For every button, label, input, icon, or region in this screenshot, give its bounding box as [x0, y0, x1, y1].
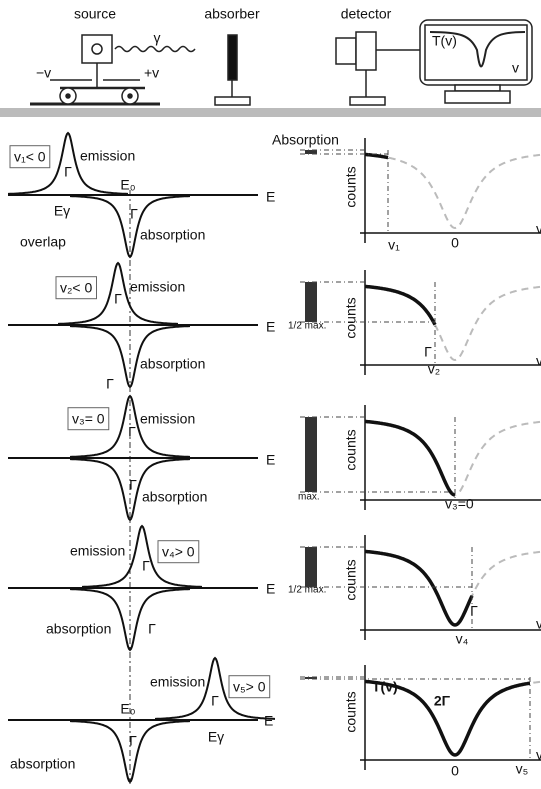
label: v — [536, 221, 541, 237]
transmission-measured — [365, 154, 388, 157]
label: emission — [130, 279, 185, 295]
label: γ — [154, 30, 161, 46]
axis-label: counts — [343, 691, 359, 732]
label: v₄ — [456, 631, 469, 647]
label: v₄> 0 — [162, 544, 195, 560]
label: T(v) — [432, 33, 457, 49]
label: E — [266, 581, 275, 597]
axis-label: counts — [343, 297, 359, 338]
label: v₁ — [388, 237, 400, 253]
label: v₅ — [516, 761, 529, 777]
intensity-bar — [305, 150, 317, 154]
label: absorption — [46, 621, 111, 637]
label: v₅> 0 — [233, 679, 266, 695]
transmission-measured — [365, 421, 455, 495]
label: Γ — [114, 291, 122, 307]
transmission-measured — [365, 551, 472, 625]
label: 1/2 max. — [288, 585, 326, 596]
label: Γ — [129, 733, 137, 749]
label: Γ — [470, 603, 478, 619]
label: Γ — [148, 621, 156, 637]
label: absorption — [142, 489, 207, 505]
intensity-bar — [305, 282, 317, 322]
label: T(v) — [372, 679, 398, 695]
label: 0 — [451, 235, 459, 251]
label: v — [536, 747, 541, 763]
intensity-bar — [305, 417, 317, 492]
axis-label: counts — [343, 429, 359, 470]
label: −v — [36, 65, 51, 81]
label: E — [266, 452, 275, 468]
label: v — [512, 60, 519, 76]
label: Eγ — [208, 729, 224, 745]
label: emission — [140, 411, 195, 427]
transmission-dashed — [365, 421, 540, 495]
label: detector — [341, 6, 392, 22]
label: Γ — [142, 558, 150, 574]
mossbauer-diagram: source γ −v +v absorber detector T(v) v … — [0, 0, 541, 789]
label: 2Γ — [434, 693, 451, 709]
axis-label: counts — [343, 166, 359, 207]
transmission-dashed — [365, 286, 540, 360]
label: Γ — [128, 424, 136, 440]
label: absorption — [10, 756, 75, 772]
label: +v — [144, 65, 159, 81]
label: absorption — [140, 227, 205, 243]
label: E — [266, 319, 275, 335]
label: max. — [298, 492, 320, 503]
label: absorption — [140, 356, 205, 372]
label: v — [536, 616, 541, 632]
label: Γ — [106, 376, 114, 392]
label: v₃=0 — [445, 496, 474, 512]
transmission-dashed — [365, 551, 540, 625]
label: Γ — [424, 344, 432, 360]
transmission-measured — [365, 286, 435, 324]
label: E₀ — [120, 177, 135, 193]
label: v₂< 0 — [60, 280, 93, 296]
label: 1/2 max. — [288, 321, 326, 332]
label: Γ — [129, 477, 137, 493]
label: E₀ — [120, 701, 135, 717]
label: E — [264, 713, 273, 729]
label: v₂ — [428, 361, 440, 377]
intensity-bar — [305, 547, 317, 587]
label: Γ — [130, 206, 138, 222]
label: E — [266, 189, 275, 205]
label: v₃= 0 — [72, 411, 105, 427]
label: emission — [80, 148, 135, 164]
label: absorber — [204, 6, 260, 22]
axis-label: counts — [343, 559, 359, 600]
label: v₁< 0 — [14, 149, 46, 165]
label: v — [536, 353, 541, 369]
label: Γ — [211, 693, 219, 709]
label: Eγ — [54, 203, 70, 219]
label: emission — [150, 674, 205, 690]
label: source — [74, 6, 116, 22]
label: overlap — [20, 234, 66, 250]
label: emission — [70, 543, 125, 559]
label: Absorption — [272, 132, 339, 148]
apparatus — [0, 20, 541, 117]
transmission-dashed — [365, 154, 540, 228]
label: Γ — [64, 164, 72, 180]
label: 0 — [451, 763, 459, 779]
